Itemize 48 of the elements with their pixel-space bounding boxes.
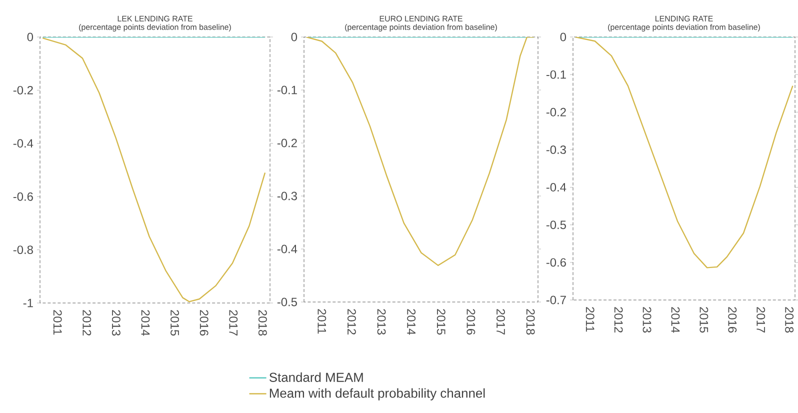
- x-tick-label: 2012: [614, 307, 623, 332]
- x-tick-label: 2018: [785, 307, 794, 333]
- x-tick-label: 2016: [466, 309, 476, 335]
- y-tick-label: -0.7: [546, 296, 566, 304]
- x-tick-label: 2015: [170, 310, 180, 336]
- y-tick-label: 0: [291, 32, 298, 42]
- x-tick-label: 2015: [436, 309, 446, 335]
- x-tick-label: 2017: [756, 307, 766, 332]
- y-tick-label: -0.5: [546, 220, 566, 230]
- y-tick-label: -0.1: [546, 70, 566, 79]
- x-tick-label: 2012: [82, 310, 92, 336]
- y-tick-label: -0.1: [277, 86, 297, 94]
- y-tick-label: -1: [23, 298, 33, 308]
- line-series: [306, 37, 534, 266]
- x-tick-label: 2011: [53, 310, 62, 335]
- x-tick-label: 2014: [671, 307, 680, 333]
- x-tick-label: 2014: [141, 310, 150, 336]
- y-tick-label: -0.4: [546, 183, 566, 192]
- y-tick-label: -0.3: [277, 192, 297, 200]
- x-tick-label: 2014: [407, 309, 416, 335]
- x-tick-label: 2016: [728, 307, 737, 333]
- y-tick-label: -0.6: [13, 192, 33, 201]
- x-tick-label: 2015: [700, 307, 708, 333]
- y-tick-label: -0.6: [546, 258, 566, 267]
- x-tick-label: 2013: [377, 309, 386, 335]
- x-tick-label: 2018: [526, 309, 535, 335]
- x-tick-label: 2011: [318, 309, 326, 334]
- x-tick-label: 2013: [112, 310, 120, 336]
- y-tick-label: 0: [27, 32, 34, 42]
- y-tick-label: 0: [560, 32, 566, 42]
- x-tick-label: 2016: [200, 310, 208, 336]
- y-tick-label: -0.4: [277, 244, 298, 254]
- y-tick-label: -0.2: [546, 108, 566, 116]
- x-tick-label: 2017: [496, 309, 505, 334]
- line-series: [42, 37, 266, 302]
- y-tick-label: -0.2: [277, 138, 297, 148]
- x-tick-label: 2012: [347, 309, 356, 334]
- y-tick-label: -0.2: [13, 86, 33, 94]
- x-tick-label: 2011: [586, 307, 594, 332]
- x-tick-label: 2017: [229, 310, 238, 336]
- x-tick-label: 2018: [258, 310, 267, 336]
- y-tick-label: -0.4: [13, 139, 34, 148]
- y-tick-label: -0.8: [13, 246, 33, 254]
- legend-label: Meam with default probability channel: [270, 388, 485, 400]
- y-tick-label: -0.3: [546, 145, 566, 154]
- y-tick-label: -0.5: [277, 298, 297, 306]
- x-tick-label: 2013: [642, 307, 652, 333]
- legend-label: Standard MEAM: [269, 372, 363, 382]
